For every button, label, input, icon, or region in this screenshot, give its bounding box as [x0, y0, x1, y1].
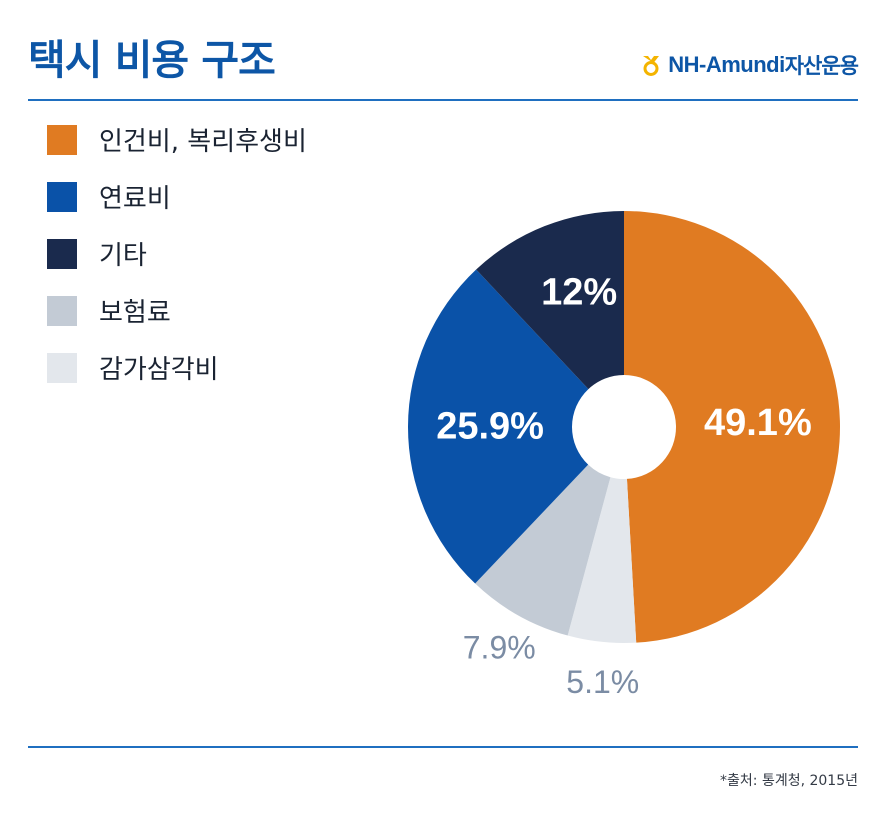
slice-data-label: 7.9% [463, 629, 536, 665]
legend-label: 기타 [99, 241, 147, 271]
legend-swatch [47, 352, 77, 383]
pie-slice [475, 464, 611, 636]
bottom-divider [28, 746, 858, 748]
legend-swatch [47, 181, 77, 212]
slice-data-label: 49.1% [704, 402, 812, 444]
slice-data-label: 5.1% [566, 664, 639, 700]
pie-slice [407, 269, 589, 584]
slice-data-label: 25.9% [436, 406, 544, 448]
pie-slice [624, 211, 840, 643]
legend-label: 보험료 [99, 298, 171, 328]
chart-title: 택시 비용 구조 [28, 36, 276, 84]
brand-logo: NH-Amundi 자산운용 [640, 50, 859, 80]
pie-slice [567, 477, 637, 643]
top-divider [28, 99, 858, 101]
legend-label: 인건비, 복리후생비 [99, 127, 307, 157]
legend-item-fuel: 연료비 [47, 179, 307, 214]
chart-legend: 인건비, 복리후생비 연료비 기타 보험료 감가삼각비 [47, 122, 307, 407]
legend-item-labor: 인건비, 복리후생비 [47, 122, 307, 157]
legend-item-other: 기타 [47, 236, 307, 271]
brand-name-en: NH-Amundi [668, 52, 785, 77]
legend-swatch [47, 124, 77, 155]
pie-slice [476, 211, 624, 390]
legend-label: 연료비 [99, 184, 171, 214]
legend-label: 감가삼각비 [99, 355, 219, 385]
donut-chart: 49.1% 5.1% 7.9% 25.9% 12% [407, 211, 840, 700]
legend-swatch [47, 238, 77, 269]
pie-chart-area: 49.1% 5.1% 7.9% 25.9% 12% [380, 190, 860, 704]
slice-data-label: 12% [541, 271, 617, 313]
legend-swatch [47, 295, 77, 326]
nh-logo-icon [643, 56, 660, 76]
brand-name-ko: 자산운용 [784, 54, 859, 78]
legend-item-insurance: 보험료 [47, 293, 307, 328]
source-note: *출처: 통계청, 2015년 [720, 773, 858, 789]
legend-item-depreciation: 감가삼각비 [47, 350, 307, 385]
